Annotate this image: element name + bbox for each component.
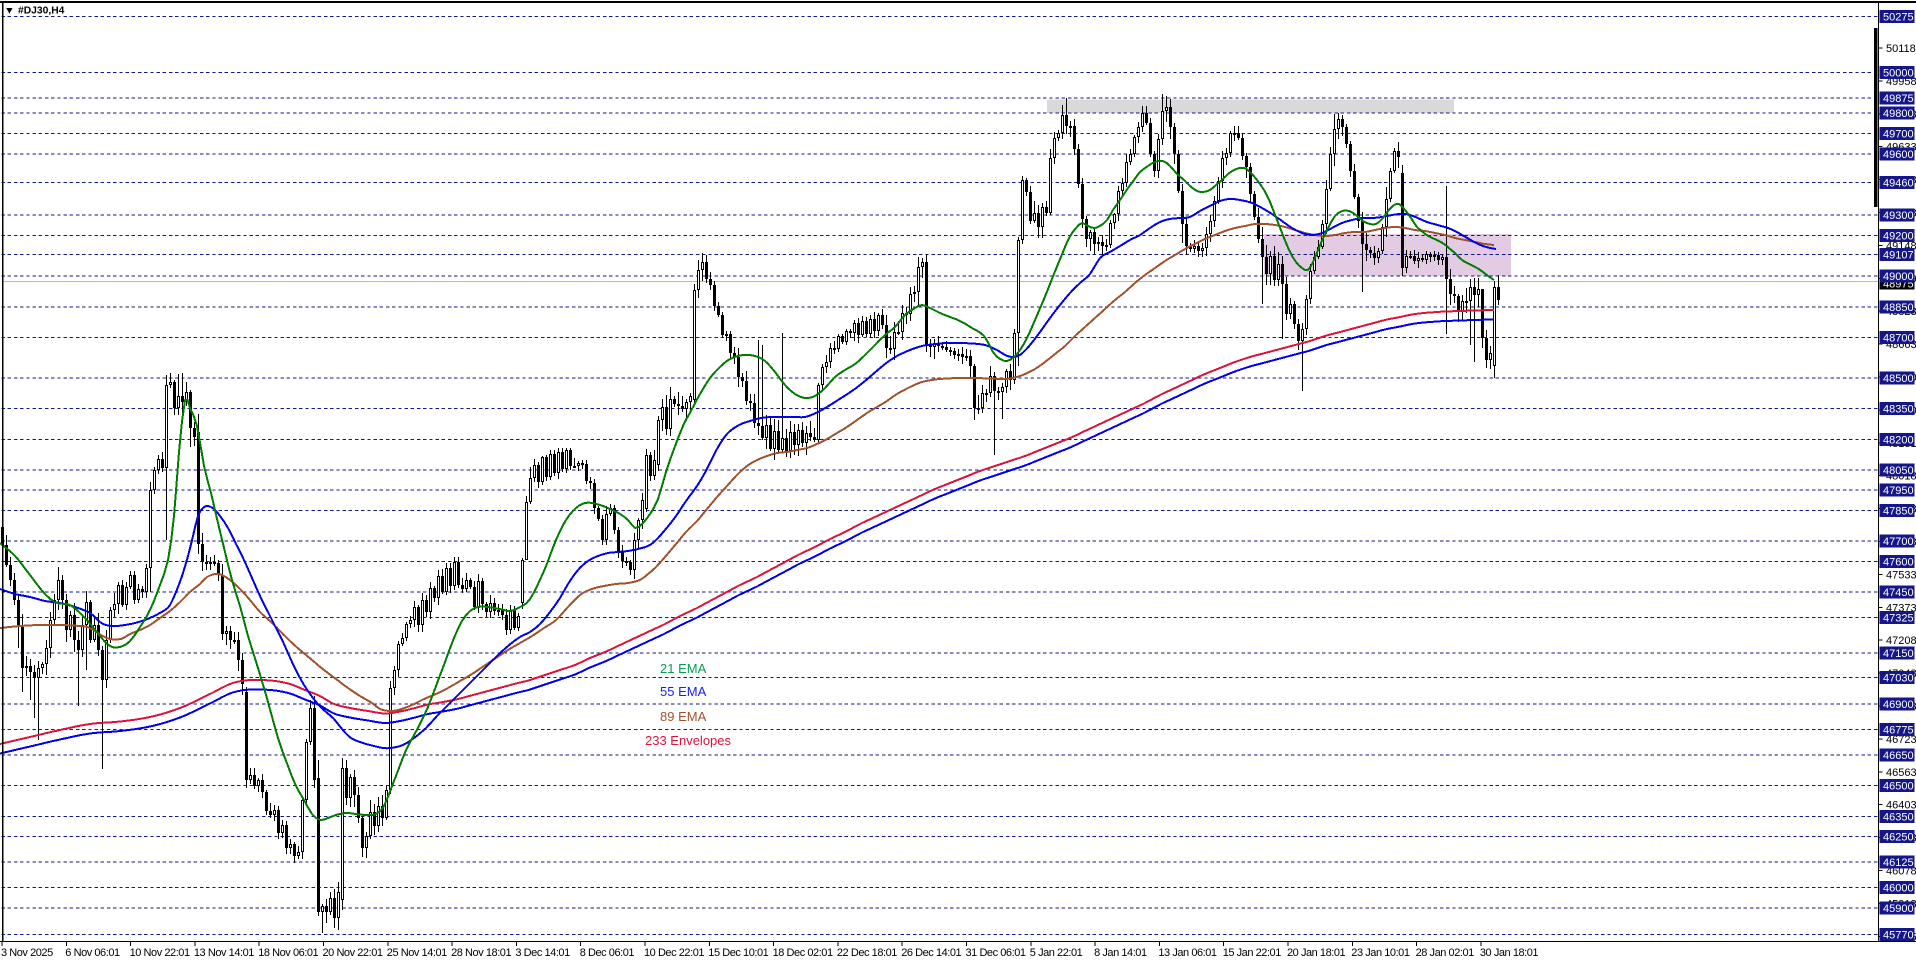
svg-text:46250: 46250 [1883,832,1914,844]
svg-text:#DJ30,H4: #DJ30,H4 [18,6,65,17]
svg-text:46500: 46500 [1883,781,1914,793]
svg-text:15 Dec 10:01: 15 Dec 10:01 [708,947,768,959]
svg-text:31 Dec 06:01: 31 Dec 06:01 [966,947,1026,959]
svg-text:49200: 49200 [1883,231,1914,243]
svg-text:46900: 46900 [1883,699,1914,711]
svg-text:49107: 49107 [1883,249,1914,261]
svg-text:15 Jan 22:01: 15 Jan 22:01 [1223,947,1282,959]
svg-text:10 Nov 22:01: 10 Nov 22:01 [130,947,190,959]
svg-text:46125: 46125 [1883,857,1914,869]
svg-text:49460: 49460 [1883,178,1914,190]
svg-text:50275: 50275 [1883,11,1914,23]
svg-text:3 Dec 14:01: 3 Dec 14:01 [515,947,570,959]
svg-text:23 Jan 10:01: 23 Jan 10:01 [1351,947,1410,959]
svg-text:30 Jan 18:01: 30 Jan 18:01 [1480,947,1539,959]
svg-text:22 Dec 18:01: 22 Dec 18:01 [837,947,897,959]
svg-text:13 Jan 06:01: 13 Jan 06:01 [1158,947,1217,959]
svg-text:5 Jan 22:01: 5 Jan 22:01 [1030,947,1083,959]
svg-text:47030: 47030 [1883,673,1914,685]
svg-text:28 Nov 18:01: 28 Nov 18:01 [451,947,511,959]
svg-text:47950: 47950 [1883,485,1914,497]
svg-text:47450: 47450 [1883,587,1914,599]
svg-text:47533: 47533 [1886,569,1916,581]
svg-text:48200: 48200 [1883,434,1914,446]
svg-text:28 Jan 02:01: 28 Jan 02:01 [1416,947,1475,959]
svg-text:48700: 48700 [1883,332,1914,344]
svg-text:48350: 48350 [1883,404,1914,416]
svg-text:25 Nov 14:01: 25 Nov 14:01 [387,947,447,959]
svg-text:50000: 50000 [1883,67,1914,79]
svg-text:46000: 46000 [1883,883,1914,895]
svg-text:47700: 47700 [1883,536,1914,548]
svg-text:55 EMA: 55 EMA [660,684,707,699]
svg-text:49000: 49000 [1883,271,1914,283]
svg-text:48050: 48050 [1883,465,1914,477]
svg-text:46723: 46723 [1886,734,1916,746]
svg-text:18 Dec 02:01: 18 Dec 02:01 [773,947,833,959]
svg-text:47150: 47150 [1883,648,1914,660]
svg-text:13 Nov 14:01: 13 Nov 14:01 [194,947,254,959]
svg-text:50118: 50118 [1886,43,1916,55]
svg-text:6 Nov 06:01: 6 Nov 06:01 [65,947,120,959]
svg-text:48850: 48850 [1883,302,1914,314]
svg-text:47208: 47208 [1886,635,1916,647]
svg-text:46403: 46403 [1886,800,1916,812]
svg-text:18 Nov 06:01: 18 Nov 06:01 [258,947,318,959]
svg-text:45770: 45770 [1883,930,1914,942]
svg-text:10 Dec 22:01: 10 Dec 22:01 [644,947,704,959]
svg-text:49300: 49300 [1883,210,1914,222]
svg-text:49875: 49875 [1883,93,1914,105]
svg-text:49800: 49800 [1883,108,1914,120]
svg-text:21 EMA: 21 EMA [660,661,707,676]
svg-text:49600: 49600 [1883,149,1914,161]
svg-text:46775: 46775 [1883,725,1914,737]
svg-text:26 Dec 14:01: 26 Dec 14:01 [901,947,961,959]
svg-text:46350: 46350 [1883,811,1914,823]
svg-text:8 Jan 14:01: 8 Jan 14:01 [1094,947,1147,959]
svg-text:45900: 45900 [1883,903,1914,915]
svg-text:20 Nov 22:01: 20 Nov 22:01 [323,947,383,959]
svg-text:46563: 46563 [1886,767,1916,779]
svg-text:49700: 49700 [1883,129,1914,141]
svg-text:47600: 47600 [1883,557,1914,569]
svg-text:47850: 47850 [1883,506,1914,518]
svg-text:47325: 47325 [1883,613,1914,625]
svg-text:48500: 48500 [1883,373,1914,385]
svg-text:89 EMA: 89 EMA [660,709,707,724]
svg-text:20 Jan 18:01: 20 Jan 18:01 [1287,947,1346,959]
svg-text:8 Dec 06:01: 8 Dec 06:01 [580,947,635,959]
svg-text:233 Envelopes: 233 Envelopes [645,733,732,748]
svg-text:3 Nov 2025: 3 Nov 2025 [1,947,53,959]
svg-text:46650: 46650 [1883,750,1914,762]
